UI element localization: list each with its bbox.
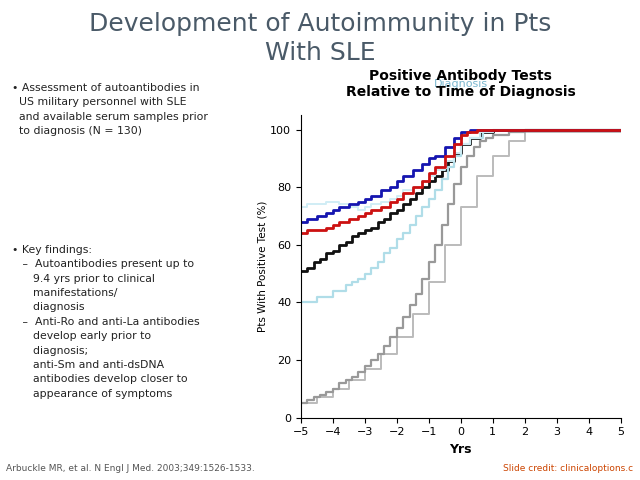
Text: Development of Autoimmunity in Pts: Development of Autoimmunity in Pts <box>89 12 551 36</box>
Y-axis label: Pts With Positive Test (%): Pts With Positive Test (%) <box>257 201 268 332</box>
Text: Slide credit: clinicaloptions.c: Slide credit: clinicaloptions.c <box>504 464 634 473</box>
X-axis label: Yrs: Yrs <box>449 443 472 456</box>
Title: Positive Antibody Tests
Relative to Time of Diagnosis: Positive Antibody Tests Relative to Time… <box>346 69 575 99</box>
Text: With SLE: With SLE <box>265 41 375 65</box>
Text: Arbuckle MR, et al. N Engl J Med. 2003;349:1526-1533.: Arbuckle MR, et al. N Engl J Med. 2003;3… <box>6 464 255 473</box>
Text: • Assessment of autoantibodies in
  US military personnel with SLE
  and availab: • Assessment of autoantibodies in US mil… <box>12 83 208 136</box>
Text: Diagnosis: Diagnosis <box>434 80 488 89</box>
Text: • Key findings:
   –  Autoantibodies present up to
      9.4 yrs prior to clinic: • Key findings: – Autoantibodies present… <box>12 245 200 399</box>
